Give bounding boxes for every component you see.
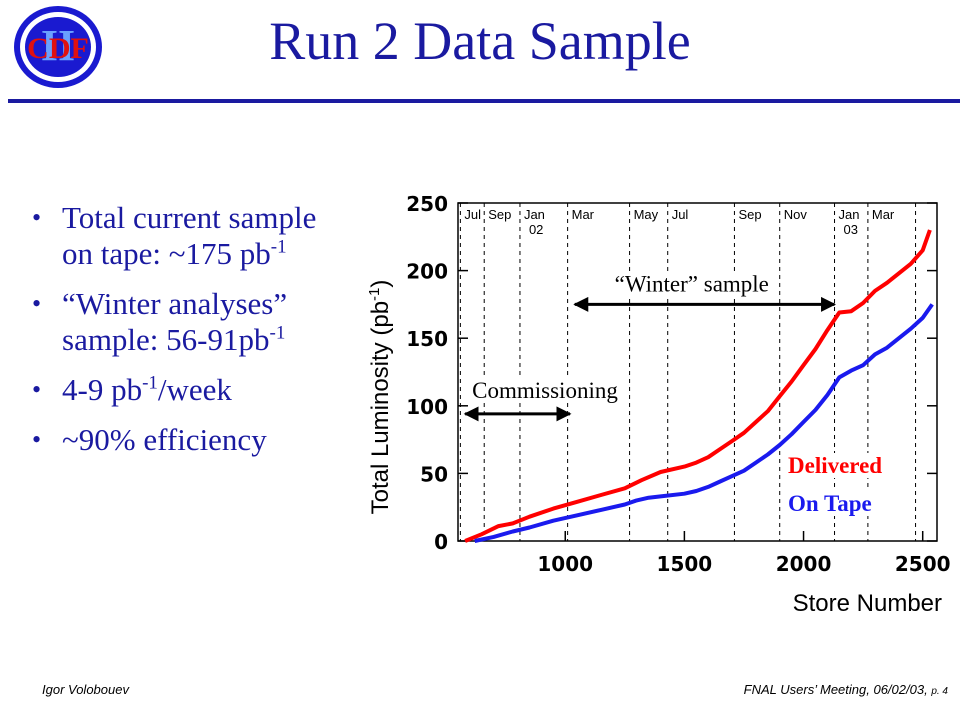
x-tick-label: 1000 bbox=[537, 552, 593, 576]
bullet-text-tail: /week bbox=[157, 372, 232, 407]
annotation-label-bg bbox=[612, 271, 771, 297]
month-label: Jan bbox=[839, 207, 860, 222]
annotation-label: Commissioning bbox=[472, 378, 618, 403]
y-axis-label-superscript: -1 bbox=[366, 288, 383, 301]
y-axis-label-close: ) bbox=[367, 280, 394, 288]
bullet-icon: • bbox=[32, 425, 42, 454]
series-line-delivered bbox=[464, 229, 932, 543]
y-tick-label: 0 bbox=[434, 530, 448, 554]
bullet-list: • Total current sample on tape: ~175 pb-1… bbox=[32, 200, 352, 472]
page-title: Run 2 Data Sample bbox=[269, 11, 691, 71]
bullet-text: “Winter analyses” sample: 56-91pb bbox=[62, 286, 288, 357]
month-label: Jul bbox=[672, 207, 689, 222]
y-tick-label: 100 bbox=[406, 395, 448, 419]
y-tick-label: 250 bbox=[406, 192, 448, 216]
legend-label-bg bbox=[786, 453, 885, 478]
y-tick-label: 50 bbox=[420, 462, 448, 486]
month-label: Mar bbox=[872, 207, 895, 222]
cdf-logo: II CDF bbox=[14, 6, 102, 88]
bullet-superscript: -1 bbox=[269, 322, 286, 344]
bullet-text: Total current sample on tape: ~175 pb bbox=[62, 200, 317, 271]
bullet-item: • ~90% efficiency bbox=[32, 422, 352, 458]
y-tick-label: 200 bbox=[406, 260, 448, 284]
bullet-superscript: -1 bbox=[142, 372, 158, 394]
bullet-item: • 4-9 pb-1/week bbox=[32, 372, 352, 408]
logo-inner-disc bbox=[25, 17, 91, 77]
legend-label-delivered: Delivered bbox=[788, 453, 882, 478]
annotation-label-bg bbox=[470, 377, 621, 403]
footer-page: p. 4 bbox=[931, 686, 948, 697]
footer-author: Igor Volobouev bbox=[42, 682, 129, 697]
bullet-text: ~90% efficiency bbox=[62, 422, 267, 457]
bullet-superscript: -1 bbox=[270, 236, 287, 258]
footer-meeting-text: FNAL Users’ Meeting, 06/02/03, bbox=[743, 682, 928, 697]
month-label: Sep bbox=[738, 207, 761, 222]
month-label: Nov bbox=[784, 207, 808, 222]
bullet-text: 4-9 pb bbox=[62, 372, 143, 407]
bullet-icon: • bbox=[32, 203, 42, 232]
logo-numeral: II bbox=[41, 21, 75, 70]
month-label: Sep bbox=[488, 207, 511, 222]
bullet-item: • Total current sample on tape: ~175 pb-1 bbox=[32, 200, 352, 272]
y-tick-label: 150 bbox=[406, 327, 448, 351]
annotation-label: “Winter” sample bbox=[615, 271, 769, 296]
legend-label-bg bbox=[786, 491, 874, 516]
title-divider bbox=[8, 99, 960, 103]
legend-label-on-tape: On Tape bbox=[788, 491, 872, 516]
month-year-label: 02 bbox=[529, 222, 543, 237]
x-tick-label: 2000 bbox=[776, 552, 832, 576]
series-line-on-tape bbox=[474, 303, 934, 543]
x-tick-label: 2500 bbox=[895, 552, 951, 576]
bullet-icon: • bbox=[32, 375, 42, 404]
y-axis-label-text: Total Luminosity (pb bbox=[367, 301, 394, 514]
month-label: May bbox=[634, 207, 659, 222]
month-label: Jul bbox=[464, 207, 481, 222]
month-label: Mar bbox=[572, 207, 595, 222]
x-axis-label: Store Number bbox=[793, 590, 942, 617]
plot-frame bbox=[457, 202, 938, 542]
y-axis-label: Total Luminosity (pb-1) bbox=[366, 280, 394, 515]
logo-text: CDF bbox=[27, 32, 89, 65]
x-tick-label: 1500 bbox=[657, 552, 713, 576]
bullet-icon: • bbox=[32, 289, 42, 318]
bullet-item: • “Winter analyses” sample: 56-91pb-1 bbox=[32, 286, 352, 358]
month-year-label: 03 bbox=[844, 222, 858, 237]
luminosity-chart: Total Luminosity (pb-1) Store Number Jul… bbox=[366, 192, 951, 617]
month-label: Jan bbox=[524, 207, 545, 222]
footer-meeting: FNAL Users’ Meeting, 06/02/03, p. 4 bbox=[744, 682, 948, 697]
